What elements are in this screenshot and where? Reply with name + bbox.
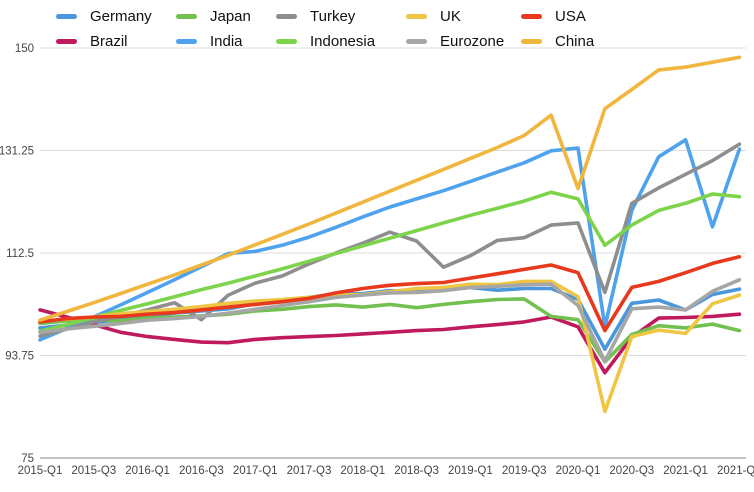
legend-marker-brazil xyxy=(56,39,77,44)
x-tick-label: 2019-Q1 xyxy=(448,465,493,477)
legend-marker-turkey xyxy=(276,14,297,19)
legend-item-china[interactable]: China xyxy=(521,31,594,52)
legend-label: China xyxy=(555,33,595,50)
y-tick-label: 150 xyxy=(15,43,34,55)
x-tick-label: 2018-Q1 xyxy=(340,465,385,477)
x-tick-label: 2015-Q1 xyxy=(18,465,63,477)
series-line-china xyxy=(38,55,742,323)
legend-label: Japan xyxy=(210,8,251,25)
legend-label: Eurozone xyxy=(440,33,505,50)
series-line-uk xyxy=(38,279,742,414)
x-tick-label: 2019-Q3 xyxy=(502,465,547,477)
x-tick-label: 2016-Q3 xyxy=(179,465,224,477)
legend-item-brazil[interactable]: Brazil xyxy=(56,31,176,52)
series-line-japan xyxy=(38,297,742,364)
legend-marker-japan xyxy=(176,14,197,19)
x-tick-label: 2015-Q3 xyxy=(71,465,116,477)
series-line-usa xyxy=(38,254,742,333)
legend-item-uk[interactable]: UK xyxy=(406,6,521,27)
legend-label: USA xyxy=(555,8,586,25)
legend-item-germany[interactable]: Germany xyxy=(56,6,176,27)
y-tick-label: 112.5 xyxy=(6,248,34,260)
x-tick-label: 2017-Q3 xyxy=(287,465,332,477)
series-line-brazil xyxy=(38,308,742,375)
legend-item-turkey[interactable]: Turkey xyxy=(276,6,406,27)
legend-marker-eurozone xyxy=(406,39,427,44)
x-tick-label: 2020-Q1 xyxy=(556,465,601,477)
legend-marker-china xyxy=(521,39,542,44)
legend-label: Brazil xyxy=(90,33,128,50)
legend-marker-germany xyxy=(56,14,77,19)
legend-item-indonesia[interactable]: Indonesia xyxy=(276,31,406,52)
series-line-india xyxy=(38,138,742,342)
chart-legend: Germany Brazil Japan India Turkey Indonesia UK… xyxy=(56,6,594,52)
x-tick-label: 2020-Q3 xyxy=(609,465,654,477)
legend-item-india[interactable]: India xyxy=(176,31,276,52)
legend-item-usa[interactable]: USA xyxy=(521,6,594,27)
y-tick-label: 93.75 xyxy=(5,351,34,363)
legend-marker-usa xyxy=(521,14,542,19)
x-tick-label: 2018-Q3 xyxy=(394,465,439,477)
legend-item-japan[interactable]: Japan xyxy=(176,6,276,27)
legend-label: India xyxy=(210,33,243,50)
legend-item-eurozone[interactable]: Eurozone xyxy=(406,31,521,52)
series-line-indonesia xyxy=(38,190,742,334)
x-tick-label: 2017-Q1 xyxy=(233,465,278,477)
legend-marker-uk xyxy=(406,14,427,19)
y-tick-label: 131.25 xyxy=(0,146,34,158)
legend-label: Turkey xyxy=(310,8,356,25)
y-tick-label: 75 xyxy=(21,453,34,465)
series-line-eurozone xyxy=(38,277,742,364)
x-tick-label: 2021-Q1 xyxy=(663,465,708,477)
legend-label: UK xyxy=(440,8,461,25)
legend-marker-india xyxy=(176,39,197,44)
legend-marker-indonesia xyxy=(276,39,297,44)
x-tick-label: 2021-Q3 xyxy=(717,465,754,477)
legend-label: Germany xyxy=(90,8,152,25)
x-tick-label: 2016-Q1 xyxy=(125,465,170,477)
legend-label: Indonesia xyxy=(310,33,376,50)
